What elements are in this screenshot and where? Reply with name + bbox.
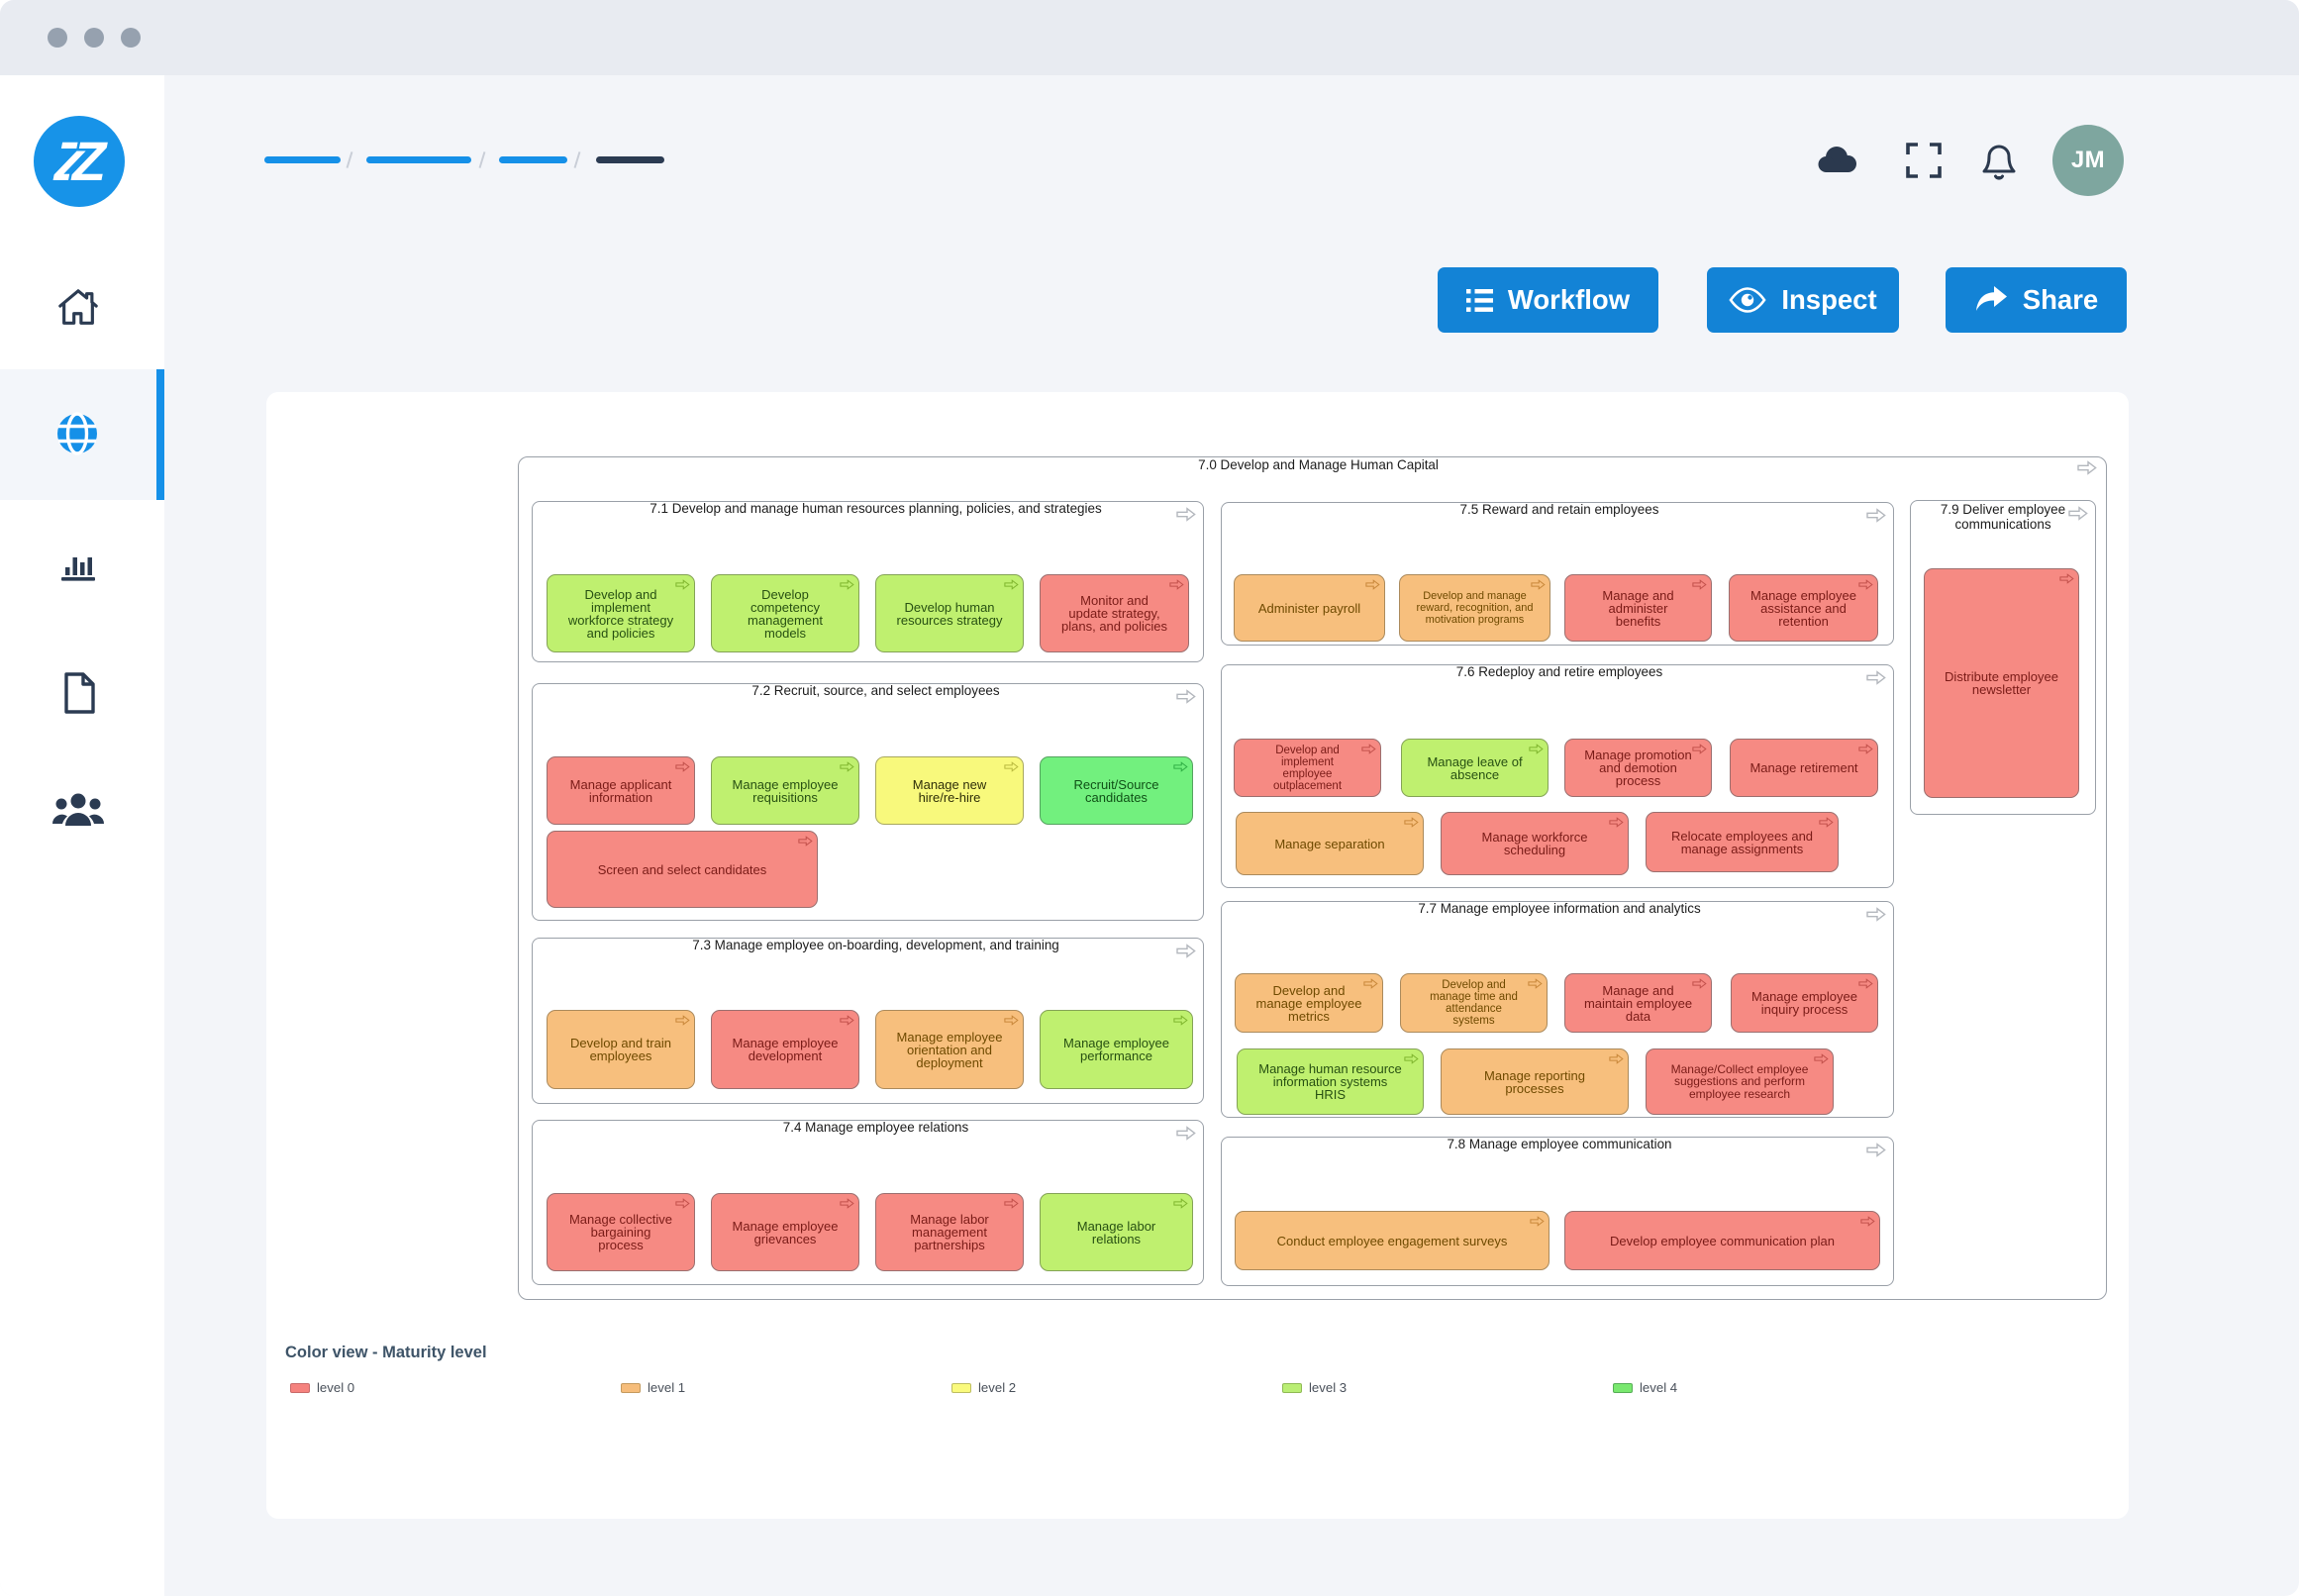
svg-text:Z: Z [52, 130, 90, 192]
svg-text:Z: Z [70, 130, 108, 192]
